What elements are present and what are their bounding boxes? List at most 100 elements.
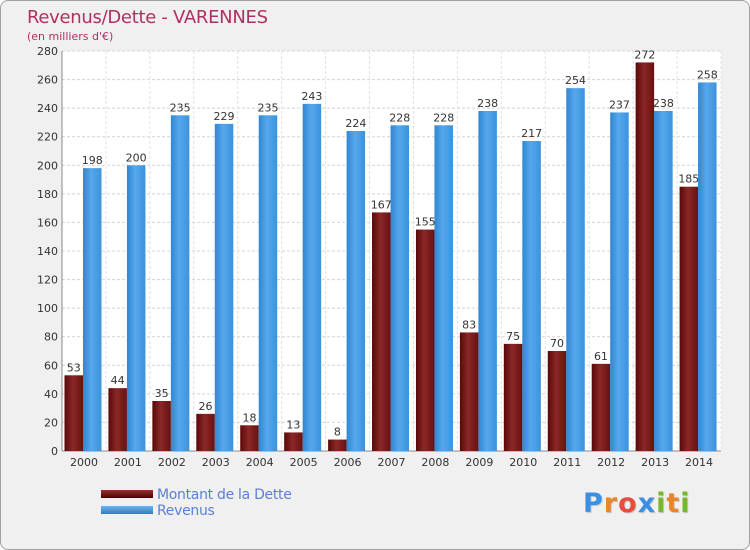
data-label-revenus: 198 (82, 154, 103, 167)
bar-revenus (566, 88, 585, 452)
bar-revenus (346, 131, 366, 451)
x-tick-label: 2012 (597, 456, 625, 469)
y-tick-label: 120 (37, 274, 58, 287)
bar-dette (64, 375, 83, 451)
x-tick-label: 2013 (641, 456, 669, 469)
legend-swatch-revenus (101, 506, 153, 514)
data-label-revenus: 238 (653, 97, 674, 110)
bar-revenus (258, 115, 278, 452)
bar-revenus (170, 115, 190, 452)
bar-chart: 0 20 40 60 80 100 120 140 160 180 200 220 240 260 280 5… (37, 45, 722, 469)
y-tick-label: 140 (37, 245, 58, 258)
y-tick-label: 160 (37, 216, 58, 229)
bar-dette (459, 332, 479, 451)
data-label-dette: 185 (678, 173, 699, 186)
bar-revenus (126, 165, 146, 452)
bar-dette (284, 432, 303, 451)
x-tick-label: 2000 (70, 456, 98, 469)
data-label-dette: 70 (550, 337, 564, 350)
x-tick-label: 2005 (290, 456, 318, 469)
y-tick-label: 180 (37, 188, 58, 201)
y-tick-label: 0 (51, 445, 58, 458)
x-tick-label: 2011 (553, 456, 581, 469)
logo-letter: o (618, 488, 638, 519)
data-label-dette: 26 (199, 400, 213, 413)
logo-letter: i (656, 488, 667, 519)
bar-revenus (214, 123, 234, 451)
bar-dette (152, 401, 171, 451)
data-label-revenus: 200 (126, 151, 147, 164)
bar-dette (108, 388, 127, 451)
data-label-dette: 167 (371, 198, 392, 211)
y-tick-label: 100 (37, 302, 58, 315)
data-label-revenus: 235 (170, 101, 191, 114)
logo-letter: x (637, 488, 657, 519)
logo-letter: P (583, 488, 604, 519)
data-label-dette: 53 (67, 361, 81, 374)
y-tick-label: 20 (44, 416, 58, 429)
bar-revenus (610, 112, 629, 451)
data-label-revenus: 217 (521, 127, 542, 140)
x-tick-label: 2010 (509, 456, 537, 469)
y-tick-label: 60 (44, 359, 58, 372)
x-tick-label: 2003 (202, 456, 230, 469)
y-tick-label: 260 (37, 74, 58, 87)
data-label-revenus: 228 (389, 111, 410, 124)
bar-revenus (522, 141, 541, 451)
bar-dette (547, 351, 567, 451)
bar-revenus (302, 103, 322, 451)
bar-revenus (83, 168, 102, 451)
bar-revenus (390, 125, 410, 452)
x-tick-label: 2014 (685, 456, 713, 469)
data-label-revenus: 224 (345, 117, 366, 130)
data-label-revenus: 235 (257, 101, 278, 114)
bar-dette (328, 439, 347, 451)
bar-dette (503, 343, 523, 451)
chart-title: Revenus/Dette - VARENNES (27, 7, 268, 28)
legend-label-dette: Montant de la Dette (157, 487, 292, 503)
data-label-dette: 8 (334, 426, 341, 439)
data-label-revenus: 243 (301, 90, 322, 103)
data-label-revenus: 237 (609, 98, 630, 111)
bar-revenus (654, 111, 673, 451)
data-label-revenus: 254 (565, 74, 586, 87)
bar-revenus (478, 111, 497, 451)
y-tick-label: 200 (37, 159, 58, 172)
y-tick-label: 220 (37, 131, 58, 144)
data-label-revenus: 238 (477, 97, 498, 110)
bar-dette (679, 186, 699, 451)
data-label-dette: 155 (415, 216, 436, 229)
data-label-dette: 83 (462, 318, 476, 331)
data-label-dette: 13 (286, 418, 300, 431)
data-label-dette: 75 (506, 330, 520, 343)
bar-dette (372, 212, 391, 451)
proxiti-logo: Proxiti (583, 488, 691, 519)
legend-swatch-dette (101, 490, 153, 498)
data-label-dette: 18 (242, 411, 256, 424)
x-tick-label: 2004 (246, 456, 274, 469)
bar-dette (415, 229, 435, 451)
y-tick-label: 40 (44, 388, 58, 401)
data-label-dette: 272 (634, 48, 655, 61)
bar-revenus (698, 82, 717, 451)
bar-revenus (434, 125, 453, 452)
logo-letter: r (603, 488, 619, 519)
data-label-dette: 35 (155, 387, 169, 400)
data-label-revenus: 258 (697, 68, 718, 81)
logo-letter: t (666, 488, 681, 519)
logo-letter: i (680, 488, 691, 519)
data-label-revenus: 229 (214, 110, 235, 123)
y-tick-label: 280 (37, 45, 58, 58)
data-label-dette: 61 (594, 350, 608, 363)
data-label-dette: 44 (111, 374, 125, 387)
legend-label-revenus: Revenus (157, 503, 215, 519)
y-tick-label: 240 (37, 102, 58, 115)
bar-dette (196, 413, 215, 451)
bar-dette (240, 425, 259, 451)
bar-dette (591, 363, 611, 451)
y-tick-label: 80 (44, 331, 58, 344)
chart-subtitle: (en milliers d'€) (27, 30, 114, 43)
x-tick-label: 2006 (334, 456, 362, 469)
x-tick-label: 2002 (158, 456, 186, 469)
